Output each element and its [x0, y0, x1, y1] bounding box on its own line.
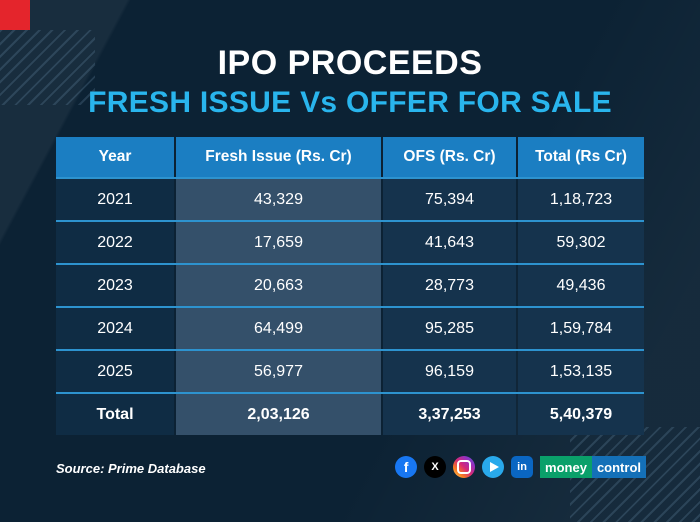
- source-note: Source: Prime Database: [56, 461, 206, 476]
- row-divider: [56, 306, 644, 308]
- ofs-cell: 28,773: [383, 265, 516, 306]
- total-cell: 59,302: [518, 222, 644, 263]
- facebook-icon[interactable]: f: [395, 456, 418, 478]
- telegram-icon[interactable]: [482, 456, 505, 478]
- row-divider: [56, 177, 644, 179]
- ofs-cell: 96,159: [383, 351, 516, 392]
- camera-glyph: [457, 460, 472, 474]
- table-row-2022: 2022 17,659 41,643 59,302: [56, 222, 644, 263]
- linkedin-glyph: in: [517, 461, 527, 473]
- page-title: IPO PROCEEDS: [217, 44, 483, 82]
- year-cell: 2023: [56, 265, 174, 306]
- instagram-icon[interactable]: [453, 456, 476, 478]
- column-header-fresh-issue: Fresh Issue (Rs. Cr): [176, 137, 381, 177]
- year-cell: 2025: [56, 351, 174, 392]
- x-glyph: X: [431, 461, 439, 473]
- year-cell: 2021: [56, 179, 174, 220]
- table-row-2025: 2025 56,977 96,159 1,53,135: [56, 351, 644, 392]
- grand-total-cell: 5,40,379: [518, 394, 644, 435]
- row-divider: [56, 263, 644, 265]
- column-header-total: Total (Rs Cr): [518, 137, 644, 177]
- ofs-cell: 41,643: [383, 222, 516, 263]
- row-divider: [56, 349, 644, 351]
- footer-social-bar: f X in money control: [395, 455, 646, 479]
- column-header-year: Year: [56, 137, 174, 177]
- total-cell: 1,59,784: [518, 308, 644, 349]
- fresh-issue-total-cell: 2,03,126: [176, 394, 381, 435]
- moneycontrol-logo-control: control: [591, 456, 646, 478]
- table-row-total: Total 2,03,126 3,37,253 5,40,379: [56, 394, 644, 435]
- fresh-issue-cell: 56,977: [176, 351, 381, 392]
- total-cell: 1,53,135: [518, 351, 644, 392]
- page-subtitle: FRESH ISSUE Vs OFFER FOR SALE: [88, 86, 612, 119]
- red-corner-accent: [0, 0, 30, 30]
- facebook-glyph: f: [403, 459, 409, 475]
- fresh-issue-cell: 20,663: [176, 265, 381, 306]
- ofs-cell: 75,394: [383, 179, 516, 220]
- row-divider: [56, 220, 644, 222]
- ofs-total-cell: 3,37,253: [383, 394, 516, 435]
- year-cell: 2024: [56, 308, 174, 349]
- year-cell: 2022: [56, 222, 174, 263]
- column-header-ofs: OFS (Rs. Cr): [383, 137, 516, 177]
- x-icon[interactable]: X: [424, 456, 447, 478]
- linkedin-icon[interactable]: in: [511, 456, 534, 478]
- total-cell: 49,436: [518, 265, 644, 306]
- ofs-cell: 95,285: [383, 308, 516, 349]
- table-row-2021: 2021 43,329 75,394 1,18,723: [56, 179, 644, 220]
- table-header-row: Year Fresh Issue (Rs. Cr) OFS (Rs. Cr) T…: [56, 137, 644, 177]
- moneycontrol-logo-money: money: [540, 456, 592, 478]
- table-row-2023: 2023 20,663 28,773 49,436: [56, 265, 644, 306]
- ipo-proceeds-table: Year Fresh Issue (Rs. Cr) OFS (Rs. Cr) T…: [56, 137, 644, 435]
- row-divider: [56, 392, 644, 394]
- moneycontrol-logo[interactable]: money control: [540, 456, 646, 478]
- fresh-issue-cell: 43,329: [176, 179, 381, 220]
- paper-plane-glyph: [489, 462, 499, 472]
- fresh-issue-cell: 64,499: [176, 308, 381, 349]
- table-row-2024: 2024 64,499 95,285 1,59,784: [56, 308, 644, 349]
- fresh-issue-cell: 17,659: [176, 222, 381, 263]
- total-label-cell: Total: [56, 394, 174, 435]
- total-cell: 1,18,723: [518, 179, 644, 220]
